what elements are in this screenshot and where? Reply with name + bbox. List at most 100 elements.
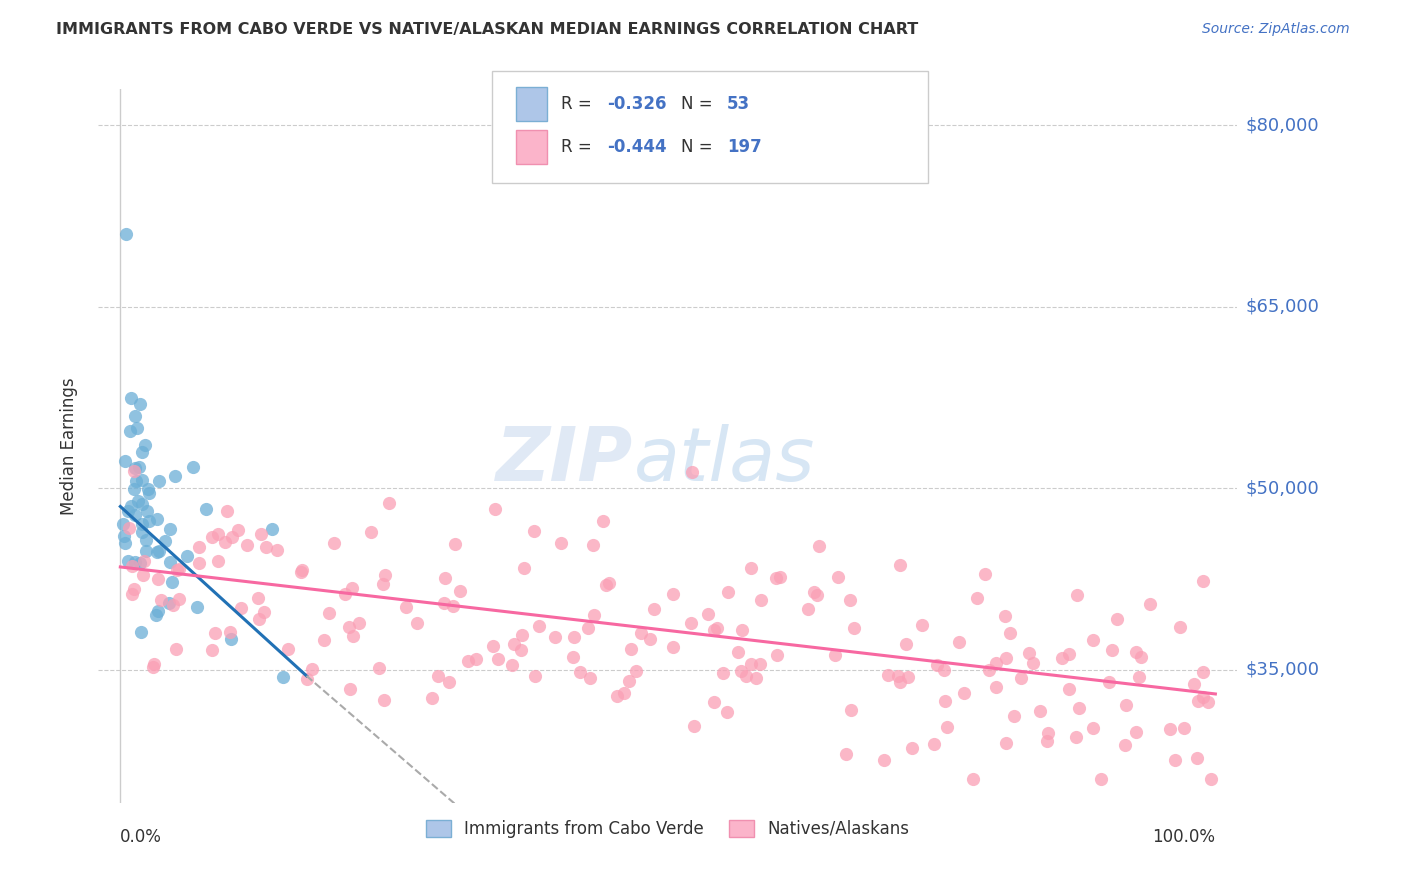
Point bbox=[1199, 772, 1222, 786]
Text: Source: ZipAtlas.com: Source: ZipAtlas.com bbox=[1202, 22, 1350, 37]
Point bbox=[201, 530, 224, 544]
Point bbox=[562, 630, 585, 644]
Point bbox=[717, 585, 740, 599]
Point bbox=[934, 694, 956, 708]
Point bbox=[219, 632, 242, 646]
Point bbox=[482, 639, 505, 653]
Point bbox=[731, 624, 754, 638]
Point bbox=[122, 464, 145, 478]
Text: IMMIGRANTS FROM CABO VERDE VS NATIVE/ALASKAN MEDIAN EARNINGS CORRELATION CHART: IMMIGRANTS FROM CABO VERDE VS NATIVE/ALA… bbox=[56, 22, 918, 37]
Point bbox=[807, 539, 830, 553]
Point bbox=[132, 554, 155, 568]
Point bbox=[1064, 730, 1087, 744]
Point bbox=[948, 634, 970, 648]
Point bbox=[986, 656, 1008, 670]
Point bbox=[1066, 588, 1088, 602]
Point bbox=[187, 540, 209, 554]
Point bbox=[1197, 695, 1219, 709]
Point bbox=[1128, 670, 1150, 684]
Point bbox=[1050, 650, 1073, 665]
Point bbox=[745, 671, 768, 685]
Point bbox=[803, 585, 825, 599]
Legend: Immigrants from Cabo Verde, Natives/Alaskans: Immigrants from Cabo Verde, Natives/Alas… bbox=[419, 813, 917, 845]
Point bbox=[509, 642, 531, 657]
Point bbox=[911, 618, 934, 632]
Point bbox=[797, 602, 820, 616]
Point bbox=[681, 465, 703, 479]
Point bbox=[128, 460, 150, 475]
Point bbox=[1010, 671, 1032, 685]
Point bbox=[434, 571, 457, 585]
Point bbox=[464, 652, 486, 666]
Point bbox=[1159, 723, 1181, 737]
Point bbox=[711, 666, 734, 681]
Text: $35,000: $35,000 bbox=[1246, 661, 1320, 679]
Point bbox=[1097, 674, 1119, 689]
Point bbox=[1187, 693, 1209, 707]
Point bbox=[620, 641, 643, 656]
Point bbox=[1069, 701, 1091, 715]
Point bbox=[1002, 708, 1025, 723]
Point bbox=[679, 616, 702, 631]
Point bbox=[683, 718, 706, 732]
Point bbox=[1036, 734, 1059, 748]
Point bbox=[124, 508, 146, 523]
Point bbox=[207, 526, 229, 541]
Point bbox=[322, 536, 344, 550]
Point bbox=[877, 668, 900, 682]
Point bbox=[727, 645, 749, 659]
Point bbox=[120, 391, 142, 405]
Text: 197: 197 bbox=[727, 138, 762, 156]
Point bbox=[1081, 633, 1104, 648]
Point bbox=[254, 540, 277, 554]
Point bbox=[145, 512, 167, 526]
Point bbox=[290, 566, 312, 580]
Point bbox=[378, 496, 401, 510]
Point bbox=[145, 545, 167, 559]
Point bbox=[204, 625, 226, 640]
Point bbox=[427, 669, 450, 683]
Point bbox=[806, 588, 828, 602]
Point bbox=[124, 409, 146, 423]
Point bbox=[373, 577, 395, 591]
Point bbox=[374, 567, 396, 582]
Point bbox=[716, 706, 738, 720]
Point bbox=[734, 669, 756, 683]
Point bbox=[176, 549, 198, 563]
Point bbox=[124, 460, 146, 475]
Point bbox=[638, 632, 661, 646]
Point bbox=[897, 670, 920, 684]
Point bbox=[1125, 644, 1147, 658]
Point bbox=[247, 591, 270, 606]
Point bbox=[337, 619, 360, 633]
Point bbox=[129, 625, 152, 640]
Point bbox=[226, 523, 249, 537]
Point bbox=[131, 525, 153, 540]
Point bbox=[271, 670, 294, 684]
Point bbox=[339, 682, 361, 697]
Point bbox=[160, 574, 183, 589]
Point bbox=[128, 556, 150, 570]
Point bbox=[439, 675, 461, 690]
Point bbox=[1057, 647, 1080, 661]
Point bbox=[217, 503, 239, 517]
Point bbox=[312, 632, 335, 647]
Point bbox=[247, 612, 270, 626]
Point bbox=[581, 538, 603, 552]
Point bbox=[703, 623, 725, 637]
Point bbox=[295, 672, 318, 686]
Point bbox=[1191, 665, 1213, 679]
Point bbox=[1029, 704, 1052, 718]
Point bbox=[443, 537, 465, 551]
Point bbox=[253, 606, 276, 620]
Point bbox=[342, 629, 364, 643]
Point bbox=[842, 621, 865, 635]
Point bbox=[578, 671, 600, 685]
Point bbox=[617, 673, 640, 688]
Text: 100.0%: 100.0% bbox=[1153, 828, 1215, 846]
Point bbox=[994, 651, 1017, 665]
Point bbox=[449, 584, 471, 599]
Point bbox=[219, 625, 242, 640]
Point bbox=[291, 563, 314, 577]
Point bbox=[195, 502, 218, 516]
